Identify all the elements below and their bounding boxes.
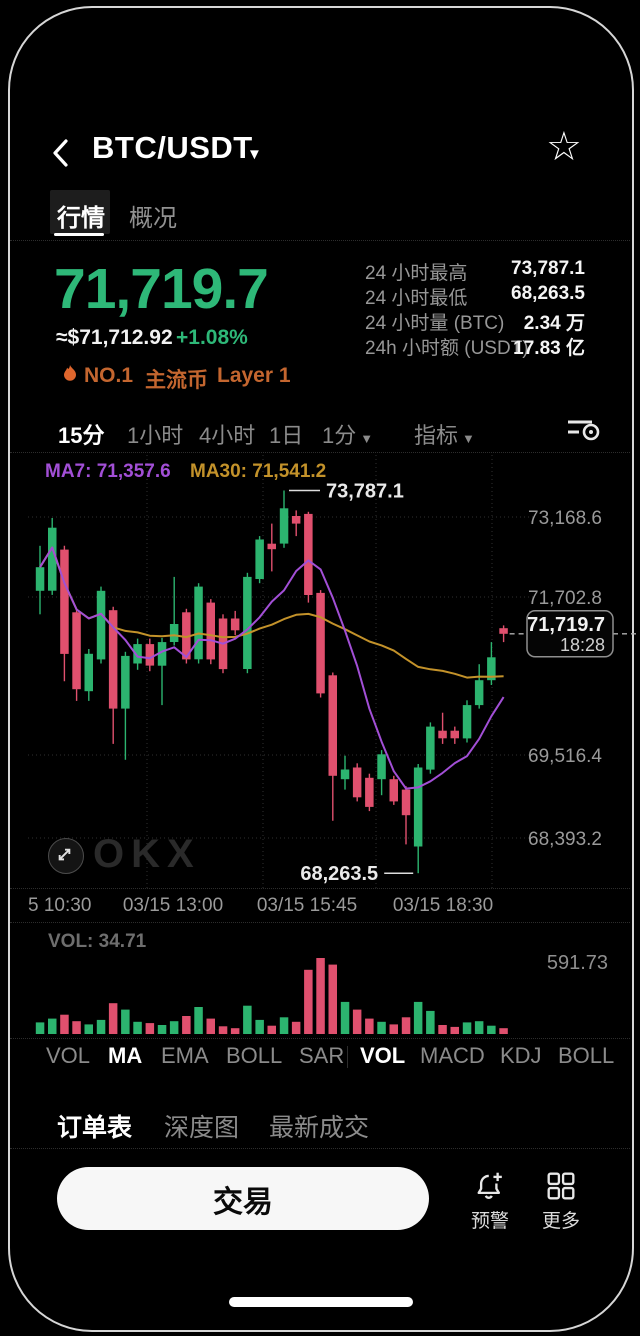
indicator-boll-sub[interactable]: BOLL <box>558 1043 615 1068</box>
layer-badge[interactable]: Layer 1 <box>217 364 291 387</box>
divider <box>347 1046 348 1068</box>
chart-settings-icon <box>568 420 600 441</box>
divider <box>10 240 630 241</box>
trade-button[interactable]: 交易 <box>57 1167 429 1230</box>
pair-dropdown-icon[interactable]: ▼ <box>247 146 262 163</box>
stat-value: 68,263.5 <box>511 283 585 304</box>
timeframe-4h[interactable]: 4小时 <box>199 423 256 448</box>
indicator-kdj[interactable]: KDJ <box>500 1043 542 1068</box>
timeframe-15m[interactable]: 15分 <box>58 423 105 448</box>
pair-title[interactable]: BTC/USDT <box>92 130 253 165</box>
indicator-boll[interactable]: BOLL <box>226 1043 283 1068</box>
divider <box>10 888 630 889</box>
candlestick-chart[interactable]: 73,168.6 71,702.8 69,516.4 68,393.2 73,787.1… <box>0 455 640 888</box>
indicator-macd[interactable]: MACD <box>420 1043 485 1068</box>
grid-more-icon <box>547 1172 575 1200</box>
price-change: +1.08% <box>176 326 248 349</box>
x-axis-label: 03/15 15:45 <box>256 895 358 916</box>
stat-value: 2.34 万 <box>523 313 585 334</box>
chevron-down-icon: ▼ <box>360 431 374 446</box>
indicator-ma[interactable]: MA <box>108 1043 143 1068</box>
divider <box>10 1038 630 1039</box>
divider <box>10 452 630 453</box>
more-button[interactable] <box>545 1170 577 1202</box>
chevron-down-icon: ▼ <box>462 431 475 446</box>
tab-quotes-underline <box>54 233 104 236</box>
svg-text:18:28: 18:28 <box>560 635 605 655</box>
stat-value: 73,787.1 <box>511 258 585 279</box>
rank-badge[interactable]: NO.1 <box>84 364 134 387</box>
ma7-label: MA7: 71,357.6 <box>45 461 171 482</box>
divider <box>10 922 630 923</box>
volume-scale-label: 591.73 <box>546 952 608 974</box>
indicator-menu[interactable]: 指标 ▼ <box>414 423 475 448</box>
indicator-vol-main[interactable]: VOL <box>46 1043 91 1068</box>
price-alert-button[interactable] <box>474 1170 506 1202</box>
svg-text:71,702.8: 71,702.8 <box>528 588 602 609</box>
back-button[interactable] <box>50 138 72 168</box>
svg-text:73,787.1: 73,787.1 <box>326 481 404 503</box>
chart-settings-button[interactable] <box>566 414 602 442</box>
stat-value: 17.83 亿 <box>513 338 585 359</box>
stat-label: 24 小时量 (BTC) <box>365 313 505 334</box>
okx-watermark: OKX <box>93 832 201 876</box>
flame-icon <box>62 364 78 384</box>
x-axis-label: 03/15 18:30 <box>392 895 494 916</box>
tab-latest-trades[interactable]: 最新成交 <box>269 1114 370 1142</box>
x-axis-label: 5 10:30 <box>28 895 92 916</box>
more-label: 更多 <box>541 1211 580 1232</box>
svg-text:68,263.5: 68,263.5 <box>300 863 378 885</box>
indicator-vol-sub[interactable]: VOL <box>360 1043 406 1068</box>
category-badge[interactable]: 主流币 <box>145 369 208 392</box>
tab-order-book[interactable]: 订单表 <box>57 1114 133 1142</box>
timeframe-custom[interactable]: 1分 ▼ <box>322 423 374 448</box>
favorite-star-icon[interactable]: ☆ <box>546 125 582 169</box>
fiat-price: ≈$71,712.92 <box>56 326 173 349</box>
stat-label: 24 小时最高 <box>365 263 468 284</box>
svg-text:68,393.2: 68,393.2 <box>528 829 602 850</box>
alert-label: 预警 <box>470 1211 509 1232</box>
ma30-label: MA30: 71,541.2 <box>190 461 327 482</box>
tab-overview[interactable]: 概况 <box>129 205 177 232</box>
fullscreen-chart-button[interactable] <box>48 838 84 874</box>
svg-text:69,516.4: 69,516.4 <box>528 746 602 767</box>
timeframe-1d[interactable]: 1日 <box>269 423 304 448</box>
home-indicator[interactable] <box>229 1297 413 1307</box>
svg-text:73,168.6: 73,168.6 <box>528 508 602 529</box>
stat-label: 24h 小时额 (USDT) <box>365 338 529 359</box>
timeframe-1h[interactable]: 1小时 <box>127 423 184 448</box>
volume-pane[interactable] <box>0 924 640 1038</box>
tab-quotes-highlight <box>50 190 110 234</box>
expand-arrows-icon <box>58 848 71 861</box>
bell-plus-icon <box>477 1172 502 1199</box>
tab-quotes[interactable]: 行情 <box>57 205 105 232</box>
indicator-sar[interactable]: SAR <box>299 1043 345 1068</box>
x-axis-label: 03/15 13:00 <box>122 895 224 916</box>
svg-text:71,719.7: 71,719.7 <box>527 614 605 636</box>
volume-label: VOL: 34.71 <box>48 931 147 952</box>
stat-label: 24 小时最低 <box>365 288 468 309</box>
indicator-ema[interactable]: EMA <box>161 1043 209 1068</box>
last-price: 71,719.7 <box>54 257 269 321</box>
tab-depth-chart[interactable]: 深度图 <box>164 1114 240 1142</box>
back-chevron-icon <box>53 139 68 167</box>
divider <box>10 1148 630 1149</box>
